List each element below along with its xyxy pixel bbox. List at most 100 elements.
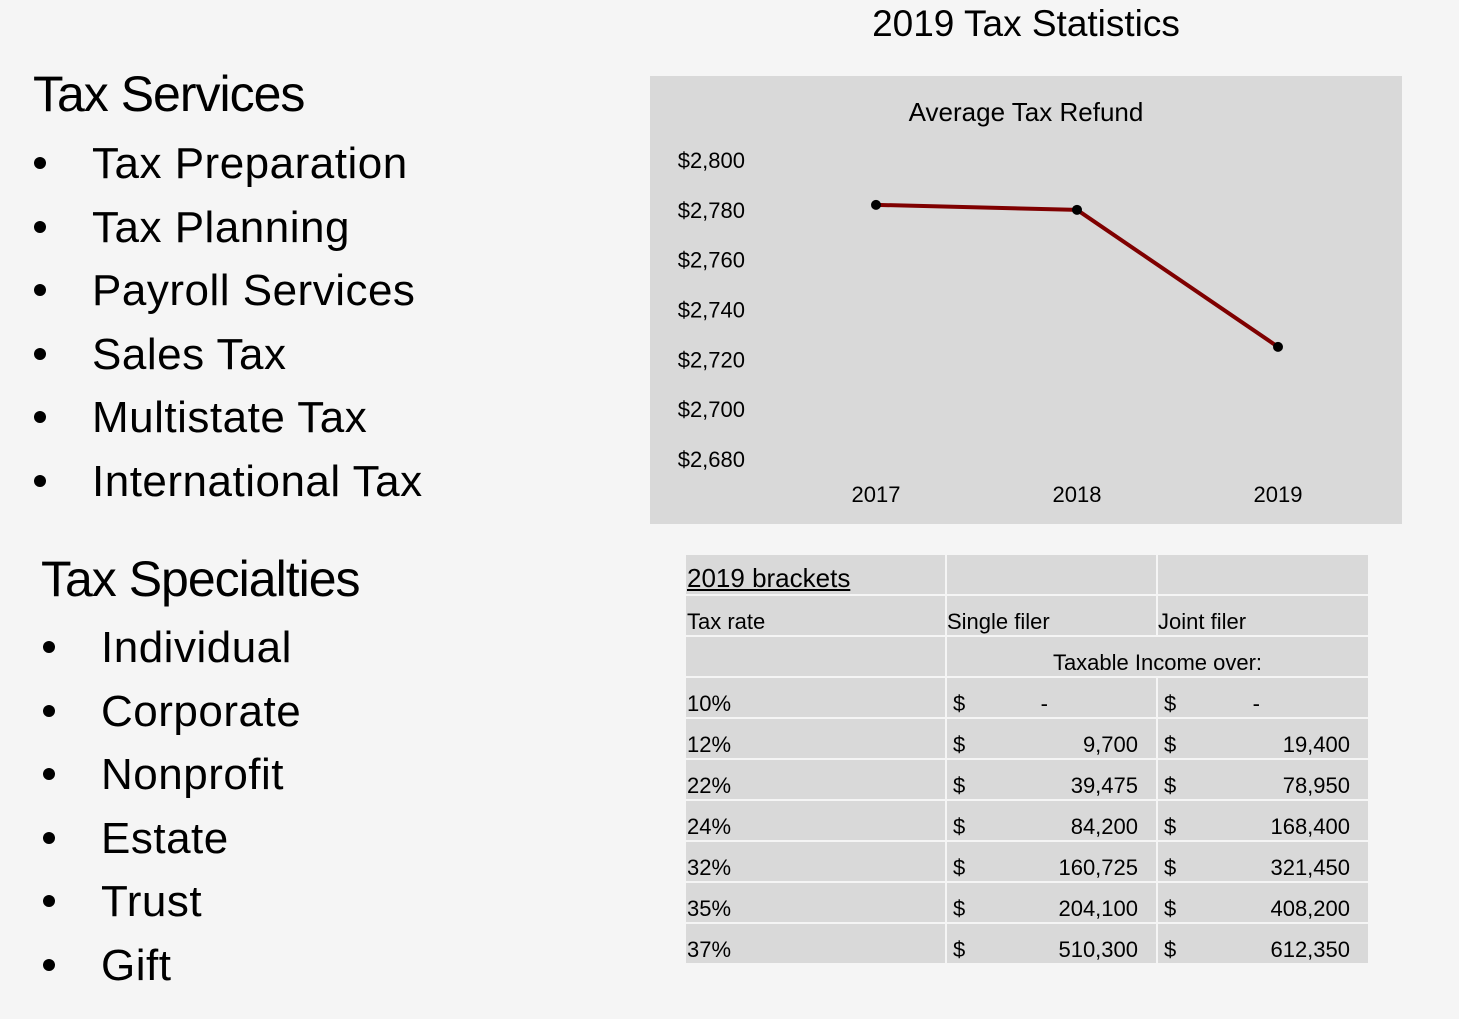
- table-row: 35% $204,100 $408,200: [684, 881, 1370, 924]
- list-item-label: Trust: [101, 877, 203, 927]
- bullet-icon: [34, 157, 46, 169]
- table-cell: [684, 635, 947, 678]
- bullet-icon: [43, 768, 55, 781]
- currency-symbol: $: [953, 691, 966, 716]
- currency-symbol: $: [953, 814, 966, 839]
- y-tick-label: $2,780: [678, 198, 745, 223]
- single-filer-cell: $160,725: [945, 840, 1158, 883]
- table-row: 24% $84,200 $168,400: [684, 799, 1370, 842]
- list-item-label: Tax Planning: [92, 202, 350, 252]
- bullet-icon: [34, 411, 46, 424]
- list-item-label: Estate: [101, 813, 229, 863]
- single-filer-cell: $ -: [945, 676, 1158, 719]
- y-tick-label: $2,740: [678, 298, 745, 323]
- single-filer-cell: $204,100: [945, 881, 1158, 924]
- joint-filer-cell: $612,350: [1156, 922, 1370, 965]
- currency-symbol: $: [1164, 937, 1177, 962]
- amount: 408,200: [1270, 896, 1350, 921]
- y-tick-label: $2,800: [678, 148, 745, 173]
- bullet-icon: [34, 284, 46, 297]
- bullet-icon: [43, 704, 55, 717]
- single-filer-cell: $510,300: [945, 922, 1158, 965]
- currency-value: $84,200: [947, 814, 1156, 840]
- bracket-rows: 10% $ - $ -12% $9,700 $19,400 22% $39,475 $78,950…: [684, 676, 1370, 965]
- currency-symbol: $: [1164, 814, 1177, 839]
- chart-svg: Average Tax Refund $2,800$2,780$2,760$2,…: [678, 97, 1303, 507]
- page-title: 2019 Tax Statistics: [872, 3, 1180, 44]
- rate-cell: 12%: [684, 717, 947, 760]
- table-caption-row: 2019 brackets: [684, 553, 1370, 596]
- single-filer-cell: $9,700: [945, 717, 1158, 760]
- list-item-label: Payroll Services: [92, 266, 416, 316]
- table-row: 32% $160,725 $321,450: [684, 840, 1370, 883]
- amount: 612,350: [1270, 937, 1350, 962]
- currency-symbol: $: [1164, 896, 1177, 921]
- x-tick-label: 2017: [852, 482, 901, 507]
- amount: 204,100: [1058, 896, 1138, 921]
- joint-filer-cell: $168,400: [1156, 799, 1370, 842]
- joint-filer-cell: $321,450: [1156, 840, 1370, 883]
- amount: 321,450: [1270, 855, 1350, 880]
- currency-value: $160,725: [947, 855, 1156, 881]
- currency-value: $ -: [947, 691, 1156, 717]
- series-group: [871, 199, 1283, 352]
- tax-brackets-table: 2019 brackets Tax rate Single filer Join…: [684, 553, 1370, 965]
- list-item-label: Individual: [101, 623, 292, 672]
- y-tick-label: $2,720: [678, 347, 745, 372]
- list-item-label: Multistate Tax: [92, 393, 368, 443]
- joint-filer-cell: $78,950: [1156, 758, 1370, 801]
- list-item-label: International Tax: [92, 456, 423, 506]
- joint-filer-cell: $ -: [1156, 676, 1370, 719]
- single-filer-cell: $39,475: [945, 758, 1158, 801]
- joint-filer-cell: $19,400: [1156, 717, 1370, 760]
- currency-symbol: $: [953, 732, 966, 757]
- currency-symbol: $: [1164, 773, 1177, 798]
- y-tick-label: $2,700: [678, 397, 745, 422]
- joint-filer-cell: $408,200: [1156, 881, 1370, 924]
- amount: 160,725: [1058, 855, 1138, 880]
- rate-cell: 10%: [684, 676, 947, 719]
- table-cell: [1156, 553, 1370, 596]
- list-item-label: Tax Preparation: [92, 139, 408, 188]
- currency-value: $ -: [1158, 691, 1368, 717]
- currency-value: $39,475: [947, 773, 1156, 799]
- y-tick-label: $2,680: [678, 447, 745, 472]
- bullet-icon: [43, 958, 55, 971]
- tax-specialties-heading: Tax Specialties: [41, 551, 360, 607]
- header-single-filer: Single filer: [945, 594, 1158, 637]
- table-row: 37% $510,300 $612,350: [684, 922, 1370, 965]
- series-line: [875, 202, 1280, 349]
- currency-value: $78,950: [1158, 773, 1368, 799]
- bullet-icon: [43, 641, 55, 653]
- currency-value: $408,200: [1158, 896, 1368, 922]
- amount: -: [1040, 691, 1048, 716]
- header-tax-rate: Tax rate: [684, 594, 947, 637]
- list-item-label: Nonprofit: [101, 750, 285, 800]
- list-item-label: Gift: [101, 940, 172, 990]
- rate-cell: 24%: [684, 799, 947, 842]
- table-caption-cell: 2019 brackets: [684, 553, 947, 596]
- amount: 9,700: [1082, 732, 1138, 757]
- bullet-icon: [34, 347, 46, 360]
- currency-value: $9,700: [947, 732, 1156, 758]
- subheader-taxable-income: Taxable Income over:: [945, 635, 1370, 678]
- data-point: [871, 199, 881, 210]
- table-cell: [945, 553, 1158, 596]
- currency-symbol: $: [1164, 691, 1177, 716]
- rate-cell: 22%: [684, 758, 947, 801]
- amount: -: [1252, 691, 1260, 716]
- x-axis-ticks: 2017 2018 2019: [852, 482, 1303, 507]
- table-row: 12% $9,700 $19,400: [684, 717, 1370, 760]
- amount: 19,400: [1282, 732, 1350, 757]
- single-filer-cell: $84,200: [945, 799, 1158, 842]
- table-row: 22% $39,475 $78,950: [684, 758, 1370, 801]
- currency-value: $204,100: [947, 896, 1156, 922]
- rate-cell: 37%: [684, 922, 947, 965]
- x-tick-label: 2019: [1254, 482, 1303, 507]
- bullet-icon: [34, 474, 46, 487]
- rate-cell: 35%: [684, 881, 947, 924]
- currency-value: $321,450: [1158, 855, 1368, 881]
- currency-symbol: $: [1164, 855, 1177, 880]
- chart-title: Average Tax Refund: [909, 97, 1144, 127]
- data-point: [1072, 204, 1082, 215]
